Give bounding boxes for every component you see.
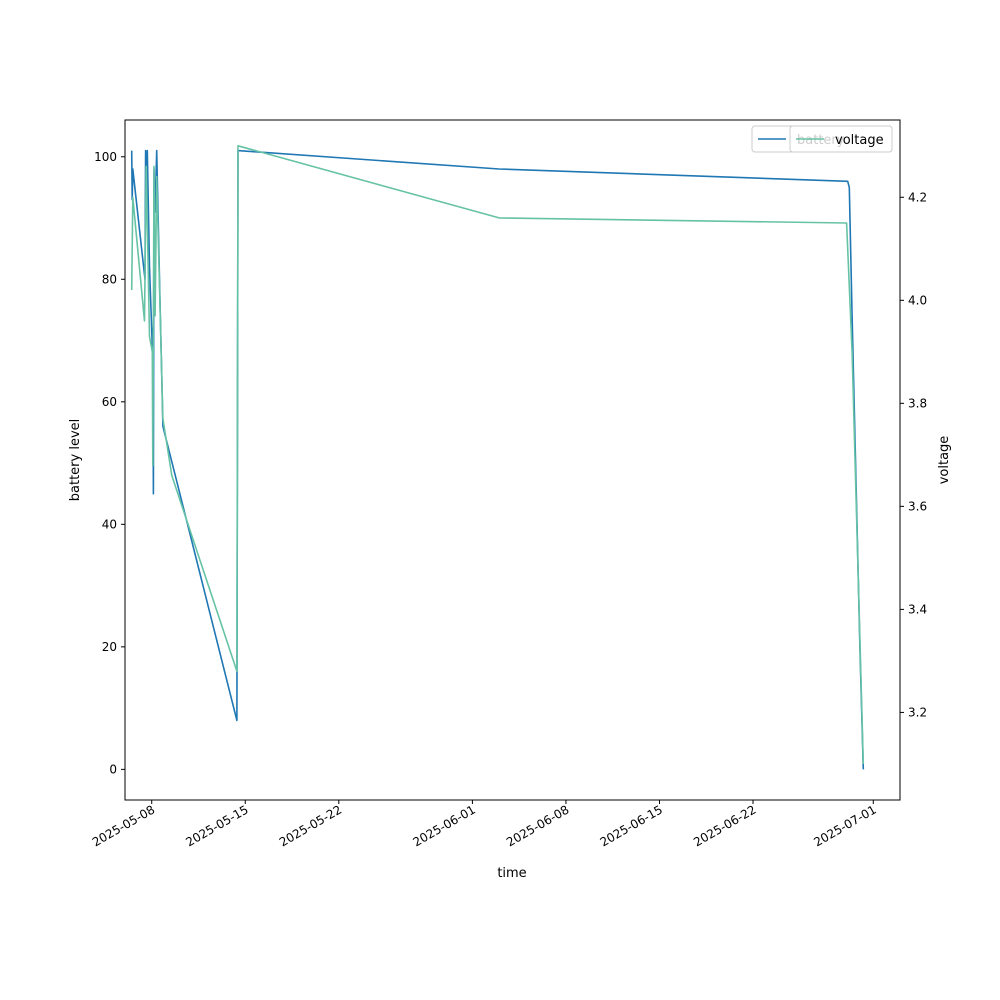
y-left-tick-label: 100 bbox=[94, 150, 117, 164]
y-left-tick-label: 0 bbox=[109, 762, 117, 776]
legend-voltage: voltage bbox=[789, 125, 893, 153]
series-line-voltage bbox=[130, 145, 865, 764]
series-layer bbox=[130, 145, 865, 770]
y-axis-right: 3.2 3.4 3.6 3.8 4.0 4.2 bbox=[900, 190, 927, 719]
y-left-tick-label: 60 bbox=[102, 395, 117, 409]
y-axis-label-left: battery level bbox=[68, 419, 83, 502]
y-right-tick-label: 3.4 bbox=[908, 602, 927, 616]
plot-frame bbox=[124, 119, 901, 801]
y-left-tick-label: 80 bbox=[102, 272, 117, 286]
x-axis-label: time bbox=[497, 866, 526, 881]
y-axis-left: 0 20 40 60 80 100 bbox=[94, 150, 125, 776]
y-right-tick-label: 4.0 bbox=[908, 293, 927, 307]
y-left-tick-label: 20 bbox=[102, 640, 117, 654]
legend-label-voltage: voltage bbox=[835, 133, 884, 148]
legend-box bbox=[789, 125, 893, 153]
y-axis-label-right: voltage bbox=[937, 436, 952, 485]
y-left-tick-label: 40 bbox=[102, 517, 117, 531]
y-right-tick-label: 4.2 bbox=[908, 190, 927, 204]
y-right-tick-label: 3.6 bbox=[908, 499, 927, 513]
y-right-tick-label: 3.8 bbox=[908, 396, 927, 410]
y-right-tick-label: 3.2 bbox=[908, 705, 927, 719]
